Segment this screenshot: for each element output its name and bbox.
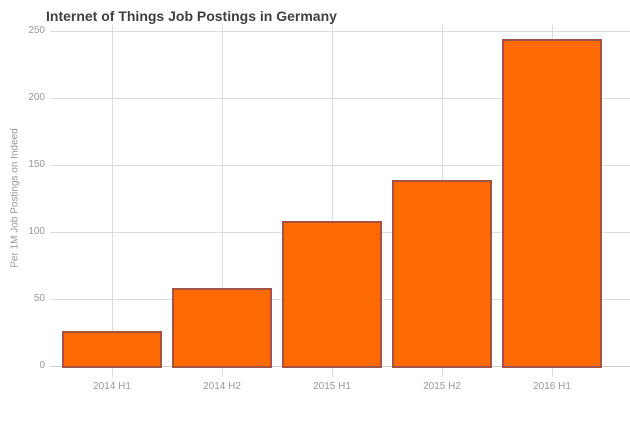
x-tick-label: 2016 H1 bbox=[533, 381, 571, 392]
x-tick-label: 2014 H2 bbox=[203, 381, 241, 392]
x-gridline bbox=[332, 24, 333, 366]
x-tick bbox=[112, 366, 113, 377]
x-gridline bbox=[222, 24, 223, 366]
x-tick-label: 2015 H2 bbox=[423, 381, 461, 392]
y-gridline bbox=[50, 165, 630, 166]
y-tick-label: 50 bbox=[33, 293, 45, 304]
y-tick-label: 150 bbox=[28, 159, 45, 170]
x-tick-label: 2015 H1 bbox=[313, 381, 351, 392]
x-tick bbox=[552, 366, 553, 377]
y-tick-label: 0 bbox=[39, 360, 45, 371]
bar bbox=[502, 39, 602, 368]
y-gridline bbox=[50, 98, 630, 99]
x-tick bbox=[332, 366, 333, 377]
x-tick-label: 2014 H1 bbox=[93, 381, 131, 392]
bar bbox=[282, 221, 382, 368]
bar bbox=[392, 180, 492, 368]
y-tick-label: 100 bbox=[28, 226, 45, 237]
chart-title: Internet of Things Job Postings in Germa… bbox=[46, 8, 337, 24]
bar bbox=[62, 331, 162, 368]
y-tick-label: 250 bbox=[28, 25, 45, 36]
x-tick bbox=[442, 366, 443, 377]
bar bbox=[172, 288, 272, 368]
x-gridline bbox=[112, 24, 113, 366]
y-gridline bbox=[50, 31, 630, 32]
y-tick-label: 200 bbox=[28, 92, 45, 103]
x-tick bbox=[222, 366, 223, 377]
